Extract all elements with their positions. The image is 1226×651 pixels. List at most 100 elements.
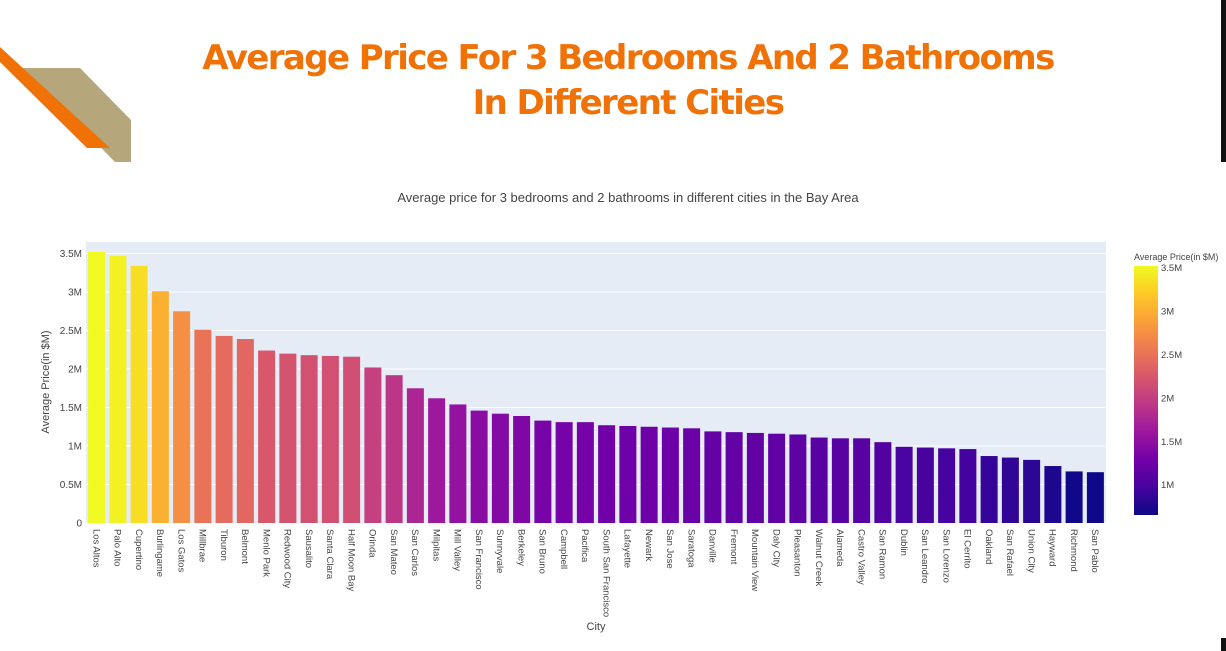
bar xyxy=(1086,472,1104,523)
bar xyxy=(789,434,807,523)
bar xyxy=(640,426,658,523)
bar xyxy=(598,425,616,523)
bar xyxy=(258,350,276,523)
x-tick-label: Milpitas xyxy=(430,529,441,561)
plot-area xyxy=(86,242,1106,523)
y-tick-label: 0.5M xyxy=(60,480,82,491)
colorbar xyxy=(1134,266,1158,515)
bar xyxy=(236,339,254,523)
x-tick-label: South San Francisco xyxy=(600,529,611,617)
x-tick-label: Berkeley xyxy=(515,529,526,566)
x-tick-label: Los Gatos xyxy=(175,529,186,573)
bar xyxy=(555,422,573,523)
x-tick-label: Oakland xyxy=(983,529,994,564)
slide-title-line-1: Average Price For 3 Bedrooms And 2 Bathr… xyxy=(202,38,1055,78)
slide-title: Average Price For 3 Bedrooms And 2 Bathr… xyxy=(180,36,1076,126)
x-tick-label: Sausalito xyxy=(303,529,314,568)
bar xyxy=(194,329,212,523)
bar xyxy=(1044,466,1062,523)
x-tick-label: Mountain View xyxy=(749,529,760,591)
bar xyxy=(768,433,786,523)
bar xyxy=(704,431,722,523)
x-tick-label: Alameda xyxy=(834,529,845,567)
x-tick-label: San Leandro xyxy=(919,529,930,583)
x-tick-label: San Pablo xyxy=(1089,529,1100,573)
y-tick-label: 1M xyxy=(68,442,82,453)
y-tick-label: 2M xyxy=(68,365,82,376)
bar xyxy=(364,367,382,523)
x-tick-label: Belmont xyxy=(239,529,250,564)
bar xyxy=(1023,459,1041,523)
y-axis-ticks: 0 0.5M 1M 1.5M 2M 2.5M 3M 3.5M xyxy=(60,249,83,529)
x-tick-label: San Ramon xyxy=(877,529,888,579)
x-tick-label: San Carlos xyxy=(409,529,420,576)
bar xyxy=(428,398,446,523)
x-tick-label: Hayward xyxy=(1047,529,1058,567)
x-tick-label: El Cerrito xyxy=(962,529,973,569)
bar xyxy=(959,449,977,523)
edge-mark-top xyxy=(1221,0,1226,162)
x-tick-label: Walnut Creek xyxy=(813,529,824,586)
x-tick-label: San Jose xyxy=(664,529,675,569)
chart-title: Average price for 3 bedrooms and 2 bathr… xyxy=(397,190,859,205)
x-tick-label: Danville xyxy=(707,529,718,563)
bar xyxy=(343,356,361,523)
x-tick-label: Los Altos xyxy=(90,529,101,568)
x-tick-label: Tiburon xyxy=(218,529,229,561)
x-tick-label: Cupertino xyxy=(133,529,144,570)
colorbar-tick-label: 1.5M xyxy=(1161,437,1182,448)
x-tick-label: Millbrae xyxy=(197,529,208,562)
x-tick-label: San Rafael xyxy=(1004,529,1015,576)
x-axis-label: City xyxy=(587,621,606,633)
bar xyxy=(810,437,828,523)
bar xyxy=(980,456,998,523)
bar xyxy=(1065,471,1083,523)
bars xyxy=(88,252,1104,523)
colorbar-tick-label: 2M xyxy=(1161,393,1174,404)
x-tick-label: Union City xyxy=(1025,529,1036,573)
bar xyxy=(300,355,318,523)
colorbar-tick-label: 1M xyxy=(1161,480,1174,491)
x-tick-label: Mill Valley xyxy=(452,529,463,571)
bar xyxy=(619,425,637,523)
x-tick-label: Pleasanton xyxy=(792,529,803,577)
orange-stripe xyxy=(0,47,110,148)
x-tick-label: Sunnyvale xyxy=(494,529,505,573)
bar xyxy=(406,388,424,523)
x-tick-label: Redwood City xyxy=(282,529,293,588)
x-tick-label: San Lorenzo xyxy=(940,529,951,583)
x-tick-label: San Francisco xyxy=(473,529,484,590)
bar xyxy=(88,252,106,523)
y-axis-label: Average Price(in $M) xyxy=(40,330,52,433)
bar xyxy=(746,432,764,523)
x-tick-label: Castro Valley xyxy=(855,529,866,585)
bar xyxy=(173,311,191,523)
x-tick-label: Newark xyxy=(643,529,654,561)
bar xyxy=(661,427,679,523)
x-tick-label: Burlingame xyxy=(154,529,165,577)
colorbar-tick-label: 3.5M xyxy=(1161,263,1182,274)
bar xyxy=(130,265,148,523)
x-tick-label: Dublin xyxy=(898,529,909,556)
bar xyxy=(916,447,934,523)
x-tick-label: Menlo Park xyxy=(260,529,271,577)
x-tick-label: Half Moon Bay xyxy=(345,529,356,592)
x-tick-label: Campbell xyxy=(558,529,569,569)
x-tick-label: Pacifica xyxy=(579,529,590,563)
bar xyxy=(534,420,552,523)
x-tick-label: Richmond xyxy=(1068,529,1079,572)
bar xyxy=(279,353,297,523)
y-tick-label: 0 xyxy=(76,519,82,530)
gridlines xyxy=(86,253,1106,486)
x-tick-label: Daly City xyxy=(770,529,781,567)
decorative-stripes xyxy=(0,47,131,162)
y-tick-label: 3.5M xyxy=(60,249,82,260)
tan-stripe xyxy=(23,68,131,162)
colorbar-ticks: 1M 1.5M 2M 2.5M 3M 3.5M xyxy=(1161,263,1182,491)
colorbar-title: Average Price(in $M) xyxy=(1134,252,1218,262)
colorbar-tick-label: 2.5M xyxy=(1161,350,1182,361)
x-tick-label: Orinda xyxy=(367,529,378,558)
x-tick-label: Lafayette xyxy=(622,529,633,568)
edge-mark-bottom xyxy=(1221,638,1226,651)
